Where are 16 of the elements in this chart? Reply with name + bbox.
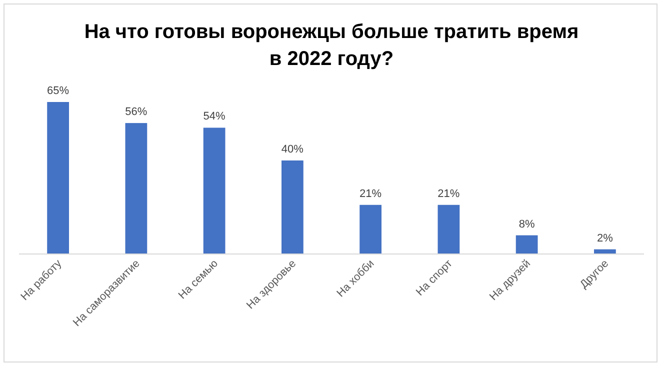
data-label: 2%	[596, 232, 614, 244]
data-label: 21%	[438, 188, 460, 200]
bar	[282, 160, 304, 254]
bar	[360, 204, 382, 254]
data-label: 21%	[360, 188, 382, 200]
chart-title: На что готовы воронежцы больше тратить время в 2022 году?	[84, 21, 579, 70]
data-label: 65%	[47, 85, 70, 97]
bar	[516, 235, 538, 254]
bar	[47, 102, 69, 254]
bar	[203, 128, 226, 254]
bar	[438, 204, 460, 254]
data-label: 40%	[281, 143, 304, 156]
data-label: 56%	[125, 106, 148, 118]
bar	[125, 123, 148, 254]
data-label: 8%	[518, 218, 535, 230]
data-label: 54%	[203, 110, 226, 123]
